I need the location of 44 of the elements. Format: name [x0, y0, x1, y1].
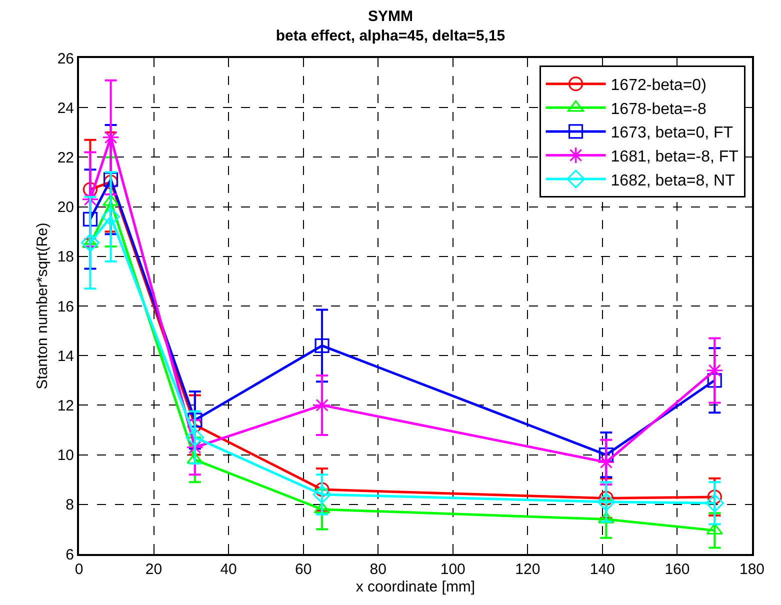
legend-label: 1681, beta=-8, FT	[610, 148, 739, 166]
x-tick-label: 60	[294, 561, 312, 578]
x-axis-title: x coordinate [mm]	[356, 578, 476, 596]
legend-label: 1672-beta=0)	[610, 77, 706, 94]
legend-label: 1682, beta=8, NT	[610, 172, 736, 190]
y-tick-label: 16	[57, 298, 74, 316]
point	[596, 492, 616, 512]
point	[598, 490, 614, 506]
x-tick-label: 80	[370, 561, 386, 578]
y-tick-label: 6	[66, 546, 74, 564]
y-tick-label: 12	[57, 397, 74, 414]
x-tick-label: 100	[440, 561, 466, 578]
chart-subtitle: beta effect, alpha=45, delta=5,15	[276, 28, 506, 45]
x-tick-label: 0	[74, 561, 84, 578]
y-tick-label: 14	[57, 348, 74, 365]
y-axis-title: Stanton number*sqrt(Re)	[34, 222, 52, 390]
point	[313, 396, 331, 414]
y-tick-label: 22	[57, 149, 74, 166]
x-tick-label: 160	[664, 561, 690, 578]
point	[707, 373, 722, 388]
point	[598, 454, 615, 471]
y-tick-label: 18	[57, 248, 74, 266]
point	[80, 234, 100, 252]
x-tick-label: 120	[515, 561, 540, 578]
x-tick-label: 180	[739, 561, 765, 578]
point	[314, 338, 330, 353]
point	[186, 428, 204, 447]
point	[82, 182, 98, 197]
point	[312, 485, 332, 504]
point	[706, 362, 724, 380]
y-tick-label: 20	[57, 199, 74, 216]
x-tick-label: 20	[145, 561, 162, 578]
y-tick-label: 8	[66, 496, 74, 514]
y-tick-label: 10	[57, 447, 74, 464]
y-tick-label: 26	[57, 50, 74, 68]
x-tick-label: 40	[220, 561, 237, 578]
legend-label: 1673, beta=0, FT	[610, 124, 734, 142]
point	[82, 212, 98, 226]
chart-title: SYMM	[368, 8, 413, 26]
x-tick-label: 140	[590, 561, 615, 578]
legend-label: 1678-beta=-8	[610, 100, 707, 118]
point	[102, 207, 120, 226]
point	[705, 494, 724, 512]
y-tick-label: 24	[57, 100, 74, 117]
